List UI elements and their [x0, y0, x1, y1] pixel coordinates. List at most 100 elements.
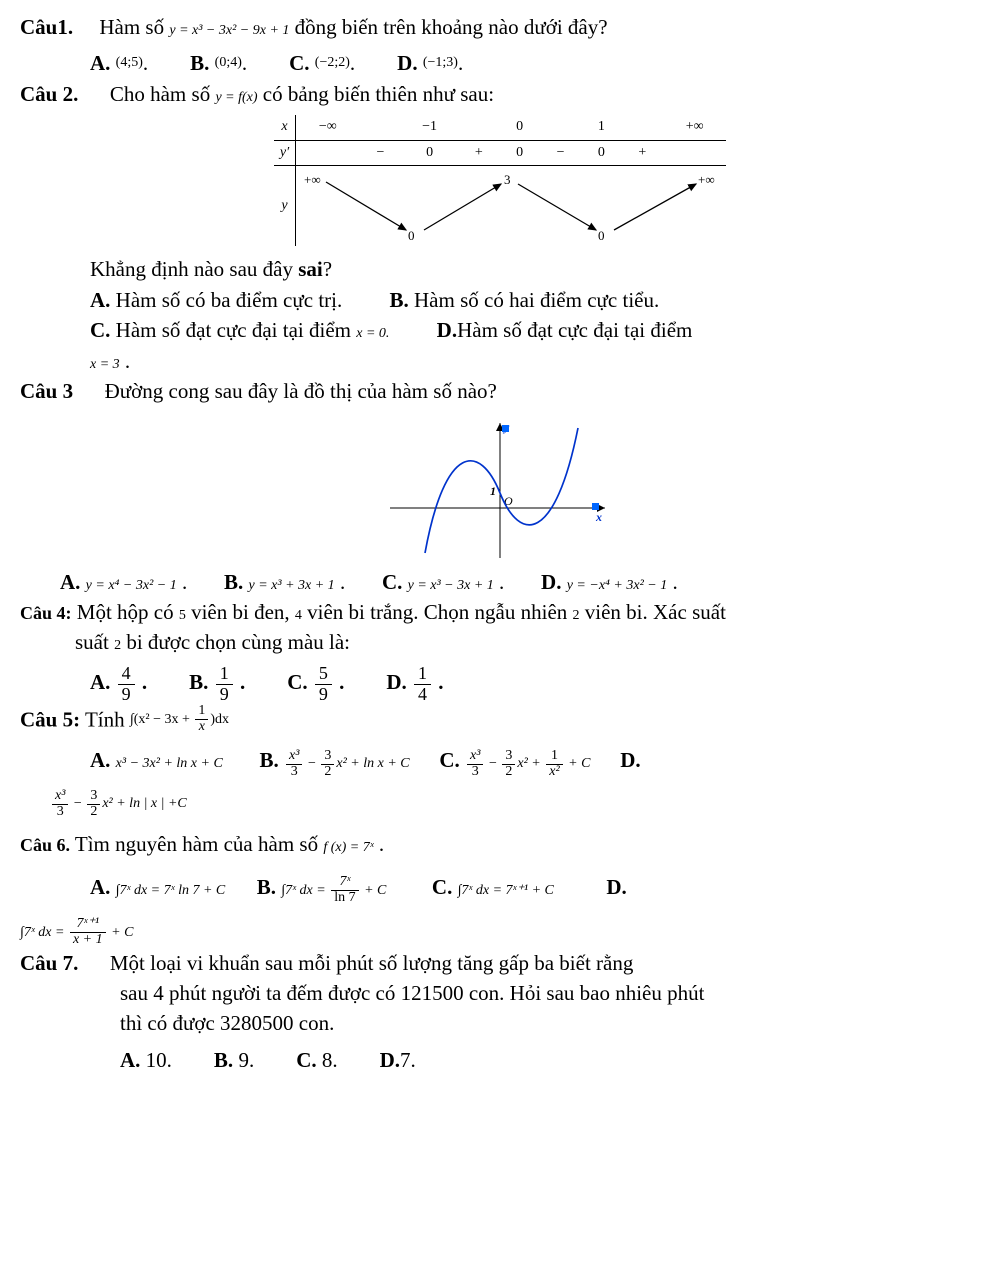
q1-D: D.	[397, 51, 417, 75]
q5-C-f: x³3 − 32x² + 1x² + C	[465, 756, 594, 771]
q5-stem: Tính	[85, 708, 130, 732]
q4-p4: viên bi. Xác suất	[585, 600, 726, 624]
q2-askq: ?	[323, 257, 332, 281]
q1-A: A.	[90, 51, 110, 75]
q2-row-cd: C. Hàm số đạt cực đại tại điểm x = 0. D.…	[90, 315, 980, 345]
q6-A-f: ∫7ˣ dx = 7ˣ ln 7 + C	[116, 883, 226, 898]
question-1: Câu1. Hàm số y = x³ − 3x² − 9x + 1 đồng …	[20, 12, 980, 42]
q2-A-txt: Hàm số có ba điểm cực trị.	[116, 288, 343, 312]
question-5: Câu 5: Tính ∫(x² − 3x + 1x)dx	[20, 704, 980, 735]
q3-A-f: y = x⁴ − 3x² − 1	[86, 578, 177, 593]
q5-C: C.	[439, 748, 459, 772]
q5-A: A.	[90, 748, 110, 772]
q7-Cv: 8.	[317, 1048, 338, 1072]
q6-stem-a: Tìm nguyên hàm của hàm số	[75, 832, 323, 856]
q2-D-txt: Hàm số đạt cực đại tại điểm	[457, 318, 692, 342]
q4-p2: viên bi đen,	[191, 600, 295, 624]
q1-C-val: (−2;2)	[315, 55, 350, 70]
q2-ask: Khẳng định nào sau đây sai?	[90, 254, 980, 284]
q2-A: A.	[90, 288, 116, 312]
t-z: 0	[500, 115, 540, 140]
q3-B: B.	[224, 570, 243, 594]
t-z2: 0	[500, 140, 540, 165]
q7-B: B.	[214, 1048, 233, 1072]
q4-n2: 2	[573, 608, 580, 623]
q5-integral: ∫(x² − 3x + 1x)dx	[130, 712, 229, 727]
q1-formula: y = x³ − 3x² − 9x + 1	[169, 23, 289, 38]
q3-C-d: .	[499, 570, 504, 594]
q3-B-f: y = x³ + 3x + 1	[249, 578, 335, 593]
q1-D-dot: .	[458, 51, 463, 75]
q7-C: C.	[296, 1048, 316, 1072]
q2-C-txt: Hàm số đạt cực đại tại điểm	[116, 318, 357, 342]
t-y: y	[274, 165, 296, 246]
q7-label: Câu 7.	[20, 951, 78, 975]
q7-D: D.	[380, 1048, 400, 1072]
q1-D-val: (−1;3)	[423, 55, 458, 70]
q4-C: C.	[287, 670, 307, 694]
q1-C-dot: .	[350, 51, 355, 75]
q5-B-f: x³3 − 32x² + ln x + C	[284, 756, 413, 771]
t-x: x	[274, 115, 296, 140]
q4-B-d: .	[240, 670, 245, 694]
q5-D: D.	[620, 748, 640, 772]
q4-D: D.	[386, 670, 406, 694]
q6-C: C.	[432, 875, 452, 899]
q1-stem-a: Hàm số	[99, 15, 169, 39]
q3-options: A. y = x⁴ − 3x² − 1 . B. y = x³ + 3x + 1…	[60, 567, 980, 597]
q7-line3: thì có được 3280500 con.	[120, 1011, 334, 1035]
q2-label: Câu 2.	[20, 82, 78, 106]
q5-D-answer: x³3 − 32x² + ln | x | +C	[50, 785, 980, 819]
q7-options: A. 10. B. 9. C. 8. D.7.	[120, 1045, 980, 1075]
question-6: Câu 6. Tìm nguyên hàm của hàm số f (x) =…	[20, 829, 980, 859]
q3-graph: y x O 1	[20, 413, 980, 563]
q2-ask-txt: Khẳng định nào sau đây	[90, 257, 298, 281]
q3-stem: Đường cong sau đây là đồ thị của hàm số …	[105, 379, 497, 403]
q7-Bv: 9.	[233, 1048, 254, 1072]
t-pinf: +∞	[663, 115, 726, 140]
q4-n4: 4	[295, 608, 302, 623]
q6-C-f: ∫7ˣ dx = 7ˣ⁺¹ + C	[458, 883, 554, 898]
q6-options: A. ∫7ˣ dx = 7ˣ ln 7 + C B. ∫7ˣ dx = 7ˣln…	[90, 872, 980, 906]
question-7: Câu 7. Một loại vi khuẩn sau mỗi phút số…	[20, 948, 980, 1039]
q2-D-dot: .	[125, 349, 130, 373]
question-3: Câu 3 Đường cong sau đây là đồ thị của h…	[20, 376, 980, 406]
q2-B-txt: Hàm số có hai điểm cực tiểu.	[414, 288, 659, 312]
q5-options: A. x³ − 3x² + ln x + C B. x³3 − 32x² + l…	[90, 745, 980, 779]
q4-A: A.	[90, 670, 110, 694]
q4-D-d: .	[438, 670, 443, 694]
q2-C: C.	[90, 318, 116, 342]
q2-row-ab: A. Hàm số có ba điểm cực trị. B. Hàm số …	[90, 285, 980, 315]
q6-label: Câu 6.	[20, 835, 70, 855]
q6-B-f: ∫7ˣ dx = 7ˣln 7 + C	[281, 883, 390, 898]
q2-D: D.	[437, 318, 457, 342]
t-y3: 3	[504, 172, 511, 187]
svg-text:1: 1	[490, 484, 496, 498]
q6-formula: f (x) = 7ˣ	[323, 840, 373, 855]
q2-B: B.	[389, 288, 414, 312]
q4-p3: viên bi trắng. Chọn ngẫu nhiên	[307, 600, 572, 624]
q3-A-d: .	[182, 570, 187, 594]
q7-Dv: 7.	[400, 1048, 416, 1072]
q3-D-f: y = −x⁴ + 3x² − 1	[567, 578, 668, 593]
q6-dot: .	[379, 832, 384, 856]
q4-p4b: suất	[75, 630, 114, 654]
q3-C: C.	[382, 570, 402, 594]
variation-arrows-svg: +∞ 0 3 0 +∞	[296, 170, 726, 242]
q3-C-f: y = x³ − 3x + 1	[408, 578, 494, 593]
q1-B-dot: .	[242, 51, 247, 75]
q3-A: A.	[60, 570, 80, 594]
q4-p1: Một hộp có	[77, 600, 179, 624]
q1-C: C.	[289, 51, 309, 75]
t-yp: y′	[274, 140, 296, 165]
t-ypinf: +∞	[698, 172, 715, 187]
svg-text:x: x	[595, 510, 602, 524]
q7-Av: 10.	[140, 1048, 172, 1072]
question-4: Câu 4: Một hộp có 5 viên bi đen, 4 viên …	[20, 597, 980, 658]
q4-p5: bi được chọn cùng màu là:	[126, 630, 350, 654]
q4-line2: suất 2 bi được chọn cùng màu là:	[75, 630, 350, 654]
t-y0b: 0	[598, 228, 605, 242]
t-yninf: +∞	[304, 172, 321, 187]
q6-D-answer: ∫7ˣ dx = 7ˣ⁺¹x + 1 + C	[20, 914, 980, 948]
q4-C-frac: 59	[315, 664, 332, 705]
